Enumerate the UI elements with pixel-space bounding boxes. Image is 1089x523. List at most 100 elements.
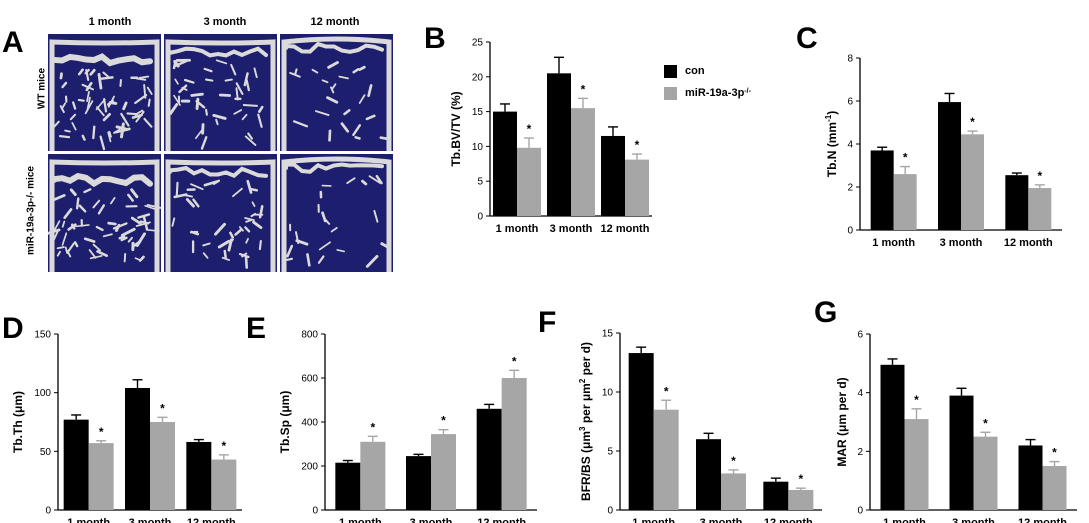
bar-f-ko-1 (721, 473, 746, 510)
x-tick-label-b-2: 12 month (601, 223, 650, 235)
y-axis-label-g: MAR (μm per d) (835, 377, 849, 466)
significance-e-0: * (370, 420, 375, 434)
significance-d-2: * (221, 439, 226, 453)
y-tick-label-c: 8 (847, 54, 853, 65)
chart-f: 0 5 10 15 BFR/BS (μm3 per μm2 per d) * 1 month… (578, 329, 822, 523)
panel-letter-e: E (246, 312, 267, 345)
bar-b-con-2 (601, 135, 625, 216)
y-tick-label-b: 15 (472, 107, 484, 118)
x-tick-label-g-0: 1 month (883, 517, 926, 523)
y-tick-label-e: 400 (301, 418, 318, 429)
y-tick-label-b: 5 (477, 177, 483, 188)
bar-d-con-0 (63, 419, 89, 510)
row-label-wt: WT mice (36, 67, 48, 110)
x-tick-label-f-0: 1 month (632, 517, 675, 523)
y-tick-label-e: 0 (312, 506, 318, 517)
y-tick-label-g: 4 (857, 388, 863, 399)
panel-letter-a: A (2, 26, 24, 59)
bar-c-ko-1 (961, 134, 984, 230)
legend-label-con: con (685, 65, 705, 77)
bar-c-con-0 (870, 150, 894, 230)
y-tick-label-g: 2 (857, 447, 863, 458)
bar-d-ko-1 (150, 422, 175, 510)
bar-b-ko-1 (571, 108, 595, 216)
x-tick-label-e-2: 12 month (477, 517, 526, 523)
micro-ct-panel: 1 month 3 month 12 month WT mice miR-19a… (0, 0, 400, 280)
bar-e-con-2 (476, 408, 502, 510)
panel-letter-g: G (814, 296, 838, 329)
significance-e-1: * (441, 414, 446, 428)
y-axis-label-d: Tb.Th (μm) (11, 391, 25, 453)
legend: con miR-19a-3p -/- (664, 60, 751, 104)
bar-g-con-2 (1018, 445, 1043, 510)
y-tick-label-e: 200 (301, 462, 318, 473)
y-tick-label-c: 4 (847, 140, 853, 151)
bar-e-con-0 (335, 462, 361, 510)
chart-d: 0 50 100 150 Tb.Th (μm) * 1 month * 3 month * 12 m… (11, 330, 242, 523)
micro-image-wt-12-month (280, 34, 393, 151)
x-tick-label-f-2: 12 month (764, 517, 813, 523)
y-tick-label-b: 25 (472, 38, 484, 49)
bar-f-con-0 (628, 353, 654, 510)
x-tick-label-b-0: 1 month (496, 223, 539, 235)
x-tick-label-e-0: 1 month (339, 517, 382, 523)
legend-label-ko: miR-19a-3p (685, 87, 745, 99)
y-tick-label-b: 10 (472, 142, 484, 153)
bar-e-ko-0 (360, 441, 386, 510)
significance-b-1: * (581, 82, 586, 96)
legend-item-ko: miR-19a-3p -/- (664, 82, 751, 104)
bar-c-con-1 (938, 102, 961, 230)
bar-g-ko-2 (1042, 466, 1067, 510)
y-axis-label-c: Tb.N (mm-1) (824, 111, 839, 177)
y-tick-label-f: 0 (607, 506, 613, 517)
bar-g-con-0 (880, 364, 905, 510)
significance-f-1: * (731, 454, 736, 468)
bar-b-ko-2 (625, 159, 649, 216)
bar-f-con-2 (763, 481, 789, 510)
y-tick-label-d: 150 (34, 330, 51, 341)
bar-c-ko-2 (1028, 188, 1052, 230)
y-tick-label-d: 0 (45, 506, 51, 517)
panel-letter-c: C (796, 22, 818, 55)
x-tick-label-g-1: 3 month (952, 517, 995, 523)
y-tick-label-d: 100 (34, 388, 51, 399)
bar-c-con-2 (1005, 175, 1029, 230)
bar-b-con-0 (493, 111, 517, 216)
y-tick-label-g: 0 (857, 506, 863, 517)
bar-e-ko-1 (431, 434, 456, 510)
x-tick-label-d-0: 1 month (67, 517, 110, 523)
legend-label-ko-sup: -/- (744, 87, 751, 95)
bar-d-con-2 (186, 441, 212, 510)
micro-image-ko-1-month (48, 154, 161, 272)
bar-g-ko-1 (973, 436, 998, 510)
y-tick-label-g: 6 (857, 330, 863, 341)
micro-image-ko-3-month (164, 154, 277, 272)
legend-swatch-con (664, 64, 677, 78)
significance-c-0: * (903, 151, 908, 165)
significance-d-0: * (99, 425, 104, 439)
significance-f-2: * (798, 472, 803, 486)
bar-f-ko-0 (653, 409, 679, 510)
bar-g-ko-0 (904, 419, 929, 510)
x-tick-label-c-0: 1 month (872, 237, 915, 249)
bar-f-ko-2 (788, 489, 814, 510)
y-tick-label-c: 6 (847, 97, 853, 108)
y-tick-label-f: 5 (607, 447, 613, 458)
x-tick-label-e-1: 3 month (410, 517, 453, 523)
bar-b-con-1 (547, 73, 571, 216)
bar-c-ko-0 (893, 174, 917, 230)
chart-b: 0 5 10 15 20 25 Tb.BV/TV (%) * 1 month * 3 month * 1… (449, 38, 652, 235)
bar-f-con-1 (696, 439, 721, 510)
bar-d-con-1 (125, 387, 150, 510)
col-label-1-month: 1 month (88, 16, 132, 28)
y-axis-label-b: Tb.BV/TV (%) (449, 91, 463, 166)
y-tick-label-b: 20 (472, 72, 484, 83)
chart-c: 0 2 4 6 8 Tb.N (mm-1) * 1 month * 3 month * 12 mont… (824, 54, 1062, 249)
significance-b-0: * (527, 122, 532, 136)
y-tick-label-d: 50 (40, 447, 52, 458)
y-tick-label-f: 15 (602, 329, 614, 340)
legend-swatch-ko (664, 86, 677, 100)
micro-image-wt-1-month (48, 34, 161, 151)
significance-g-1: * (983, 416, 988, 430)
significance-e-2: * (512, 354, 517, 368)
